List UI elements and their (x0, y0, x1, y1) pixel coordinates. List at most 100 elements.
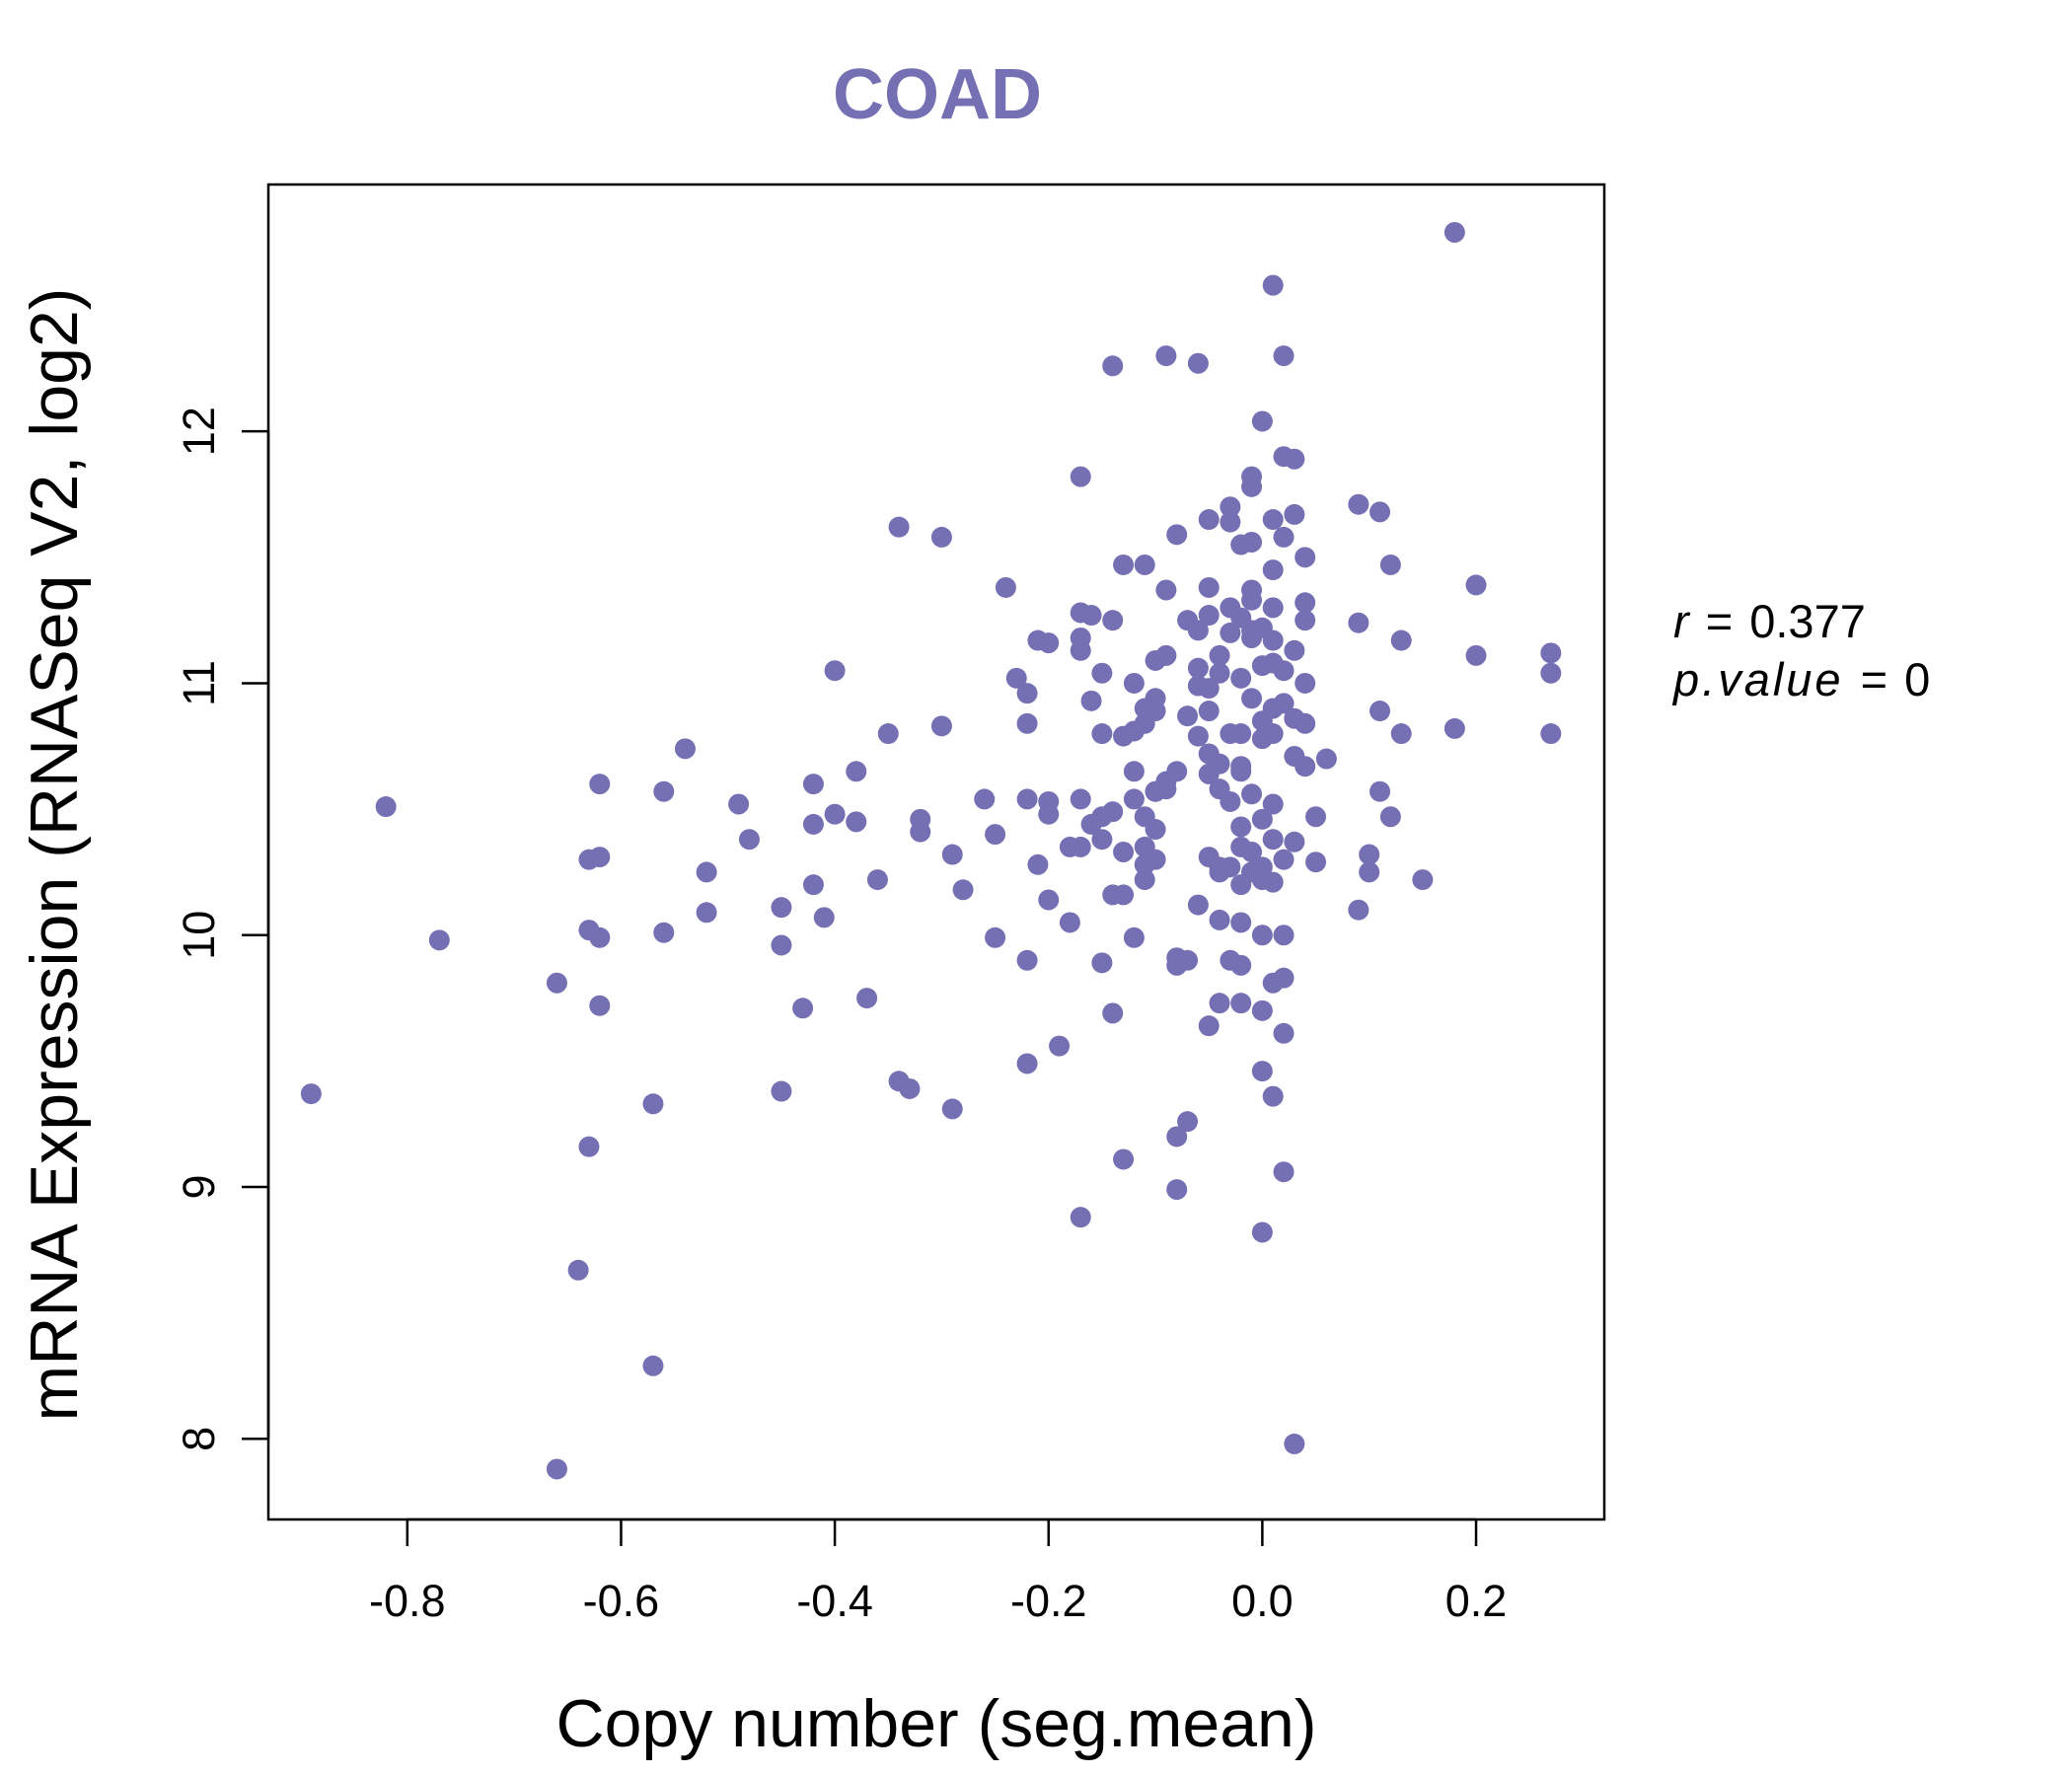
data-point (1284, 639, 1305, 661)
data-point (1209, 993, 1230, 1014)
data-point (428, 929, 450, 951)
data-point (1070, 639, 1091, 661)
data-point (1102, 801, 1124, 823)
data-point (1038, 632, 1060, 654)
data-point (1262, 793, 1284, 815)
data-point (1241, 532, 1263, 554)
data-point (546, 972, 567, 994)
data-point (1443, 222, 1465, 244)
data-point (1262, 829, 1284, 851)
data-point (1187, 620, 1209, 641)
data-point (1284, 1433, 1305, 1454)
data-point (1134, 869, 1155, 891)
data-point (1465, 574, 1487, 596)
data-point (1038, 803, 1060, 825)
data-point (1123, 926, 1145, 948)
x-axis-label: Copy number (seg.mean) (555, 1686, 1316, 1761)
data-point (1348, 493, 1369, 515)
data-point (1412, 869, 1434, 891)
data-point (866, 869, 888, 891)
x-tick-label: -0.8 (369, 1576, 446, 1626)
data-point (1177, 1111, 1199, 1133)
data-point (1273, 967, 1295, 989)
data-point (1295, 756, 1316, 777)
data-point (824, 803, 846, 825)
data-point (1187, 894, 1209, 916)
data-point (674, 738, 696, 760)
data-point (771, 934, 792, 956)
data-point (1241, 589, 1263, 611)
data-point (1187, 352, 1209, 374)
data-point (653, 922, 675, 943)
data-point (1230, 723, 1252, 745)
data-point (802, 813, 824, 835)
data-point (1359, 844, 1380, 865)
data-point (1540, 662, 1562, 684)
data-point (1016, 712, 1038, 734)
data-point (1273, 660, 1295, 682)
data-point (1295, 672, 1316, 694)
data-point (1262, 274, 1284, 296)
data-point (1134, 554, 1155, 575)
data-point (1177, 949, 1199, 971)
data-point (824, 660, 846, 682)
data-point (1016, 788, 1038, 810)
chart-title: COAD (833, 55, 1042, 134)
data-point (1251, 999, 1273, 1021)
data-point (974, 788, 996, 810)
data-point (1315, 748, 1337, 770)
data-point (1113, 842, 1135, 862)
data-points (300, 222, 1562, 1480)
data-point (1198, 576, 1220, 598)
data-point (1070, 788, 1091, 810)
data-point (1059, 912, 1080, 933)
data-point (1155, 345, 1177, 367)
data-point (1113, 554, 1135, 575)
data-point (375, 796, 397, 818)
data-point (1091, 952, 1113, 974)
data-point (1262, 1085, 1284, 1107)
data-point (941, 844, 963, 865)
data-point (1027, 853, 1049, 875)
x-tick-label: 0.0 (1231, 1576, 1294, 1626)
data-point (1198, 1015, 1220, 1037)
data-point (1209, 753, 1230, 775)
data-point (930, 715, 952, 737)
data-point (846, 811, 867, 833)
data-point (985, 824, 1006, 846)
data-point (1230, 667, 1252, 689)
data-point (1166, 1126, 1188, 1147)
p-label: p.value (1671, 653, 1844, 705)
y-axis-label: mRNA Expression (RNASeq V2, log2) (17, 288, 92, 1422)
data-point (1390, 723, 1412, 745)
data-point (1198, 605, 1220, 627)
data-point (1220, 790, 1241, 812)
data-point (941, 1098, 963, 1120)
data-point (1262, 597, 1284, 619)
data-point (1070, 836, 1091, 857)
data-point (1251, 410, 1273, 432)
data-point (696, 902, 717, 924)
data-point (1209, 662, 1230, 684)
data-point (1102, 610, 1124, 631)
r-stat: r = 0.377 (1673, 595, 1866, 647)
data-point (1443, 717, 1465, 739)
data-point (589, 847, 611, 868)
data-point (1016, 949, 1038, 971)
y-tick-label: 12 (174, 407, 224, 456)
data-point (1359, 861, 1380, 883)
x-tick-label: -0.2 (1010, 1576, 1087, 1626)
data-point (1209, 909, 1230, 930)
data-point (1284, 503, 1305, 525)
data-point (589, 995, 611, 1016)
data-point (1230, 912, 1252, 933)
data-point (1187, 725, 1209, 747)
data-point (642, 1355, 664, 1376)
data-point (1369, 780, 1391, 802)
y-tick-label: 11 (174, 660, 224, 706)
data-point (1273, 345, 1295, 367)
data-point (1123, 788, 1145, 810)
data-point (653, 780, 675, 802)
data-point (1305, 806, 1327, 828)
data-point (1262, 509, 1284, 531)
